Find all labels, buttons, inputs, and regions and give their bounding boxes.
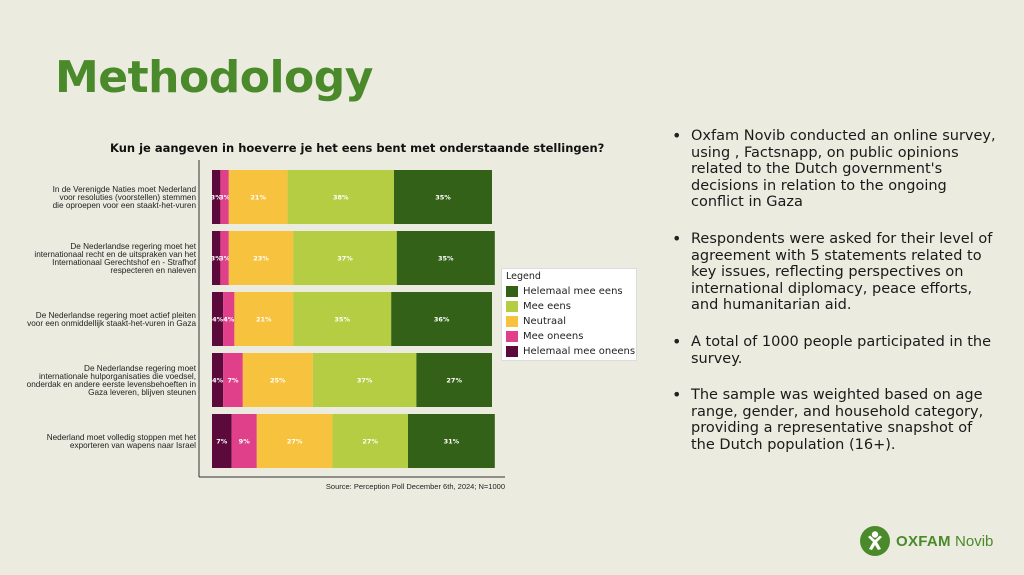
bar-segment [223,353,243,407]
bar-segment [287,170,394,224]
data-label: 38% [333,194,349,202]
bar-segment [212,170,221,224]
bar-segment [212,353,224,407]
legend-swatch [506,331,518,342]
bullet-item: • Respondents were asked for their level … [672,228,1012,314]
page-title: Methodology [55,52,373,103]
chart-legend: Legend Helemaal mee eens Mee eens Neutraal… [501,268,637,361]
bar-segment [220,170,229,224]
bar-segment [231,414,257,468]
data-label: 36% [434,316,450,324]
data-label: 35% [438,255,454,263]
legend-item: Mee eens [506,299,632,314]
data-label: 37% [357,377,373,385]
data-label: 27% [446,377,462,385]
legend-label: Mee oneens [523,331,584,342]
bar-segment [220,231,229,285]
data-label: 3% [219,194,231,202]
category-label: Nederland moet volledig stoppen met het e… [47,433,197,450]
chart-source-note: Source: Perception Poll December 6th, 20… [325,482,505,491]
bullet-text: Respondents were asked for their level o… [691,230,993,314]
legend-title: Legend [506,271,541,282]
legend-swatch [506,286,518,297]
logo-sub-text: Novib [955,532,994,550]
bar-segment [394,170,492,224]
legend-item: Neutraal [506,314,632,329]
bar-segment [391,292,492,346]
logo-brand-text: OXFAM [896,532,951,550]
bullet-dot-icon: • [672,385,682,405]
chart-title: Kun je aangeven in hoeverre je het eens … [110,141,605,155]
bar-segment [416,353,492,407]
data-label: 4% [223,316,235,324]
bullet-item: • Oxfam Novib conducted an online survey,… [672,126,1012,211]
data-label: 7% [227,377,239,385]
bar-segment [312,353,417,407]
data-label: 3% [211,255,223,263]
bullet-list: • Oxfam Novib conducted an online survey,… [672,126,1012,474]
data-label: 35% [435,194,451,202]
data-label: 4% [212,377,224,385]
legend-label: Helemaal mee oneens [523,346,636,357]
oxfam-novib-logo: OXFAM Novib [860,526,993,556]
legend-items: Helemaal mee eens Mee eens Neutraal Mee one… [506,284,636,359]
data-label: 25% [270,377,286,385]
stacked-bar-chart: In de Verenigde Naties moet Nederland voo… [27,160,505,478]
bullet-text: The sample was weighted based on age rang… [691,387,984,453]
oxfam-logo-icon [860,526,890,556]
legend-label: Neutraal [523,316,567,327]
bar-segment [223,292,235,346]
legend-label: Mee eens [523,301,571,312]
bar-segment [256,414,333,468]
data-label: 4% [212,316,224,324]
data-label: 21% [250,194,266,202]
legend-label: Helemaal mee eens [523,286,623,297]
bullet-item: • The sample was weighted based on age ran… [672,385,1012,453]
data-label: 27% [287,438,303,446]
bar-segment [242,353,313,407]
bar-segment [212,231,221,285]
legend-swatch [506,316,518,327]
bar-segment [212,414,232,468]
bar-segment [212,292,224,346]
data-label: 27% [362,438,378,446]
category-label: De Nederlandse regering moet actief plei… [27,311,196,328]
legend-swatch [506,346,518,357]
category-label: De Nederlandse regering moet internationa… [27,364,197,397]
legend-swatch [506,301,518,312]
data-label: 9% [239,438,251,446]
bullet-dot-icon: • [672,126,682,145]
data-label: 23% [253,255,269,263]
data-label: 3% [211,194,223,202]
bullet-dot-icon: • [672,228,682,248]
bar-segment [396,231,495,285]
legend-item: Helemaal mee eens [506,284,632,299]
data-label: 37% [337,255,353,263]
bullet-dot-icon: • [672,331,682,351]
data-label: 7% [216,438,228,446]
bar-segment [228,170,288,224]
bar-segment [234,292,294,346]
data-label: 3% [219,255,231,263]
bullet-text: A total of 1000 people participated in t… [691,333,992,367]
bar-segment [293,292,392,346]
legend-item: Mee oneens [506,329,632,344]
bar-segment [293,231,397,285]
category-label: In de Verenigde Naties moet Nederland voo… [53,185,197,210]
bar-segment [228,231,294,285]
category-label: De Nederlandse regering moet het internat… [34,242,196,275]
bullet-text: Oxfam Novib conducted an online survey, u… [691,128,996,211]
legend-item: Helemaal mee oneens [506,344,636,359]
data-label: 21% [256,316,272,324]
bullet-item: • A total of 1000 people participated in … [672,331,1012,367]
data-label: 31% [444,438,460,446]
data-label: 35% [334,316,350,324]
bar-segment [408,414,495,468]
bar-segment [332,414,408,468]
